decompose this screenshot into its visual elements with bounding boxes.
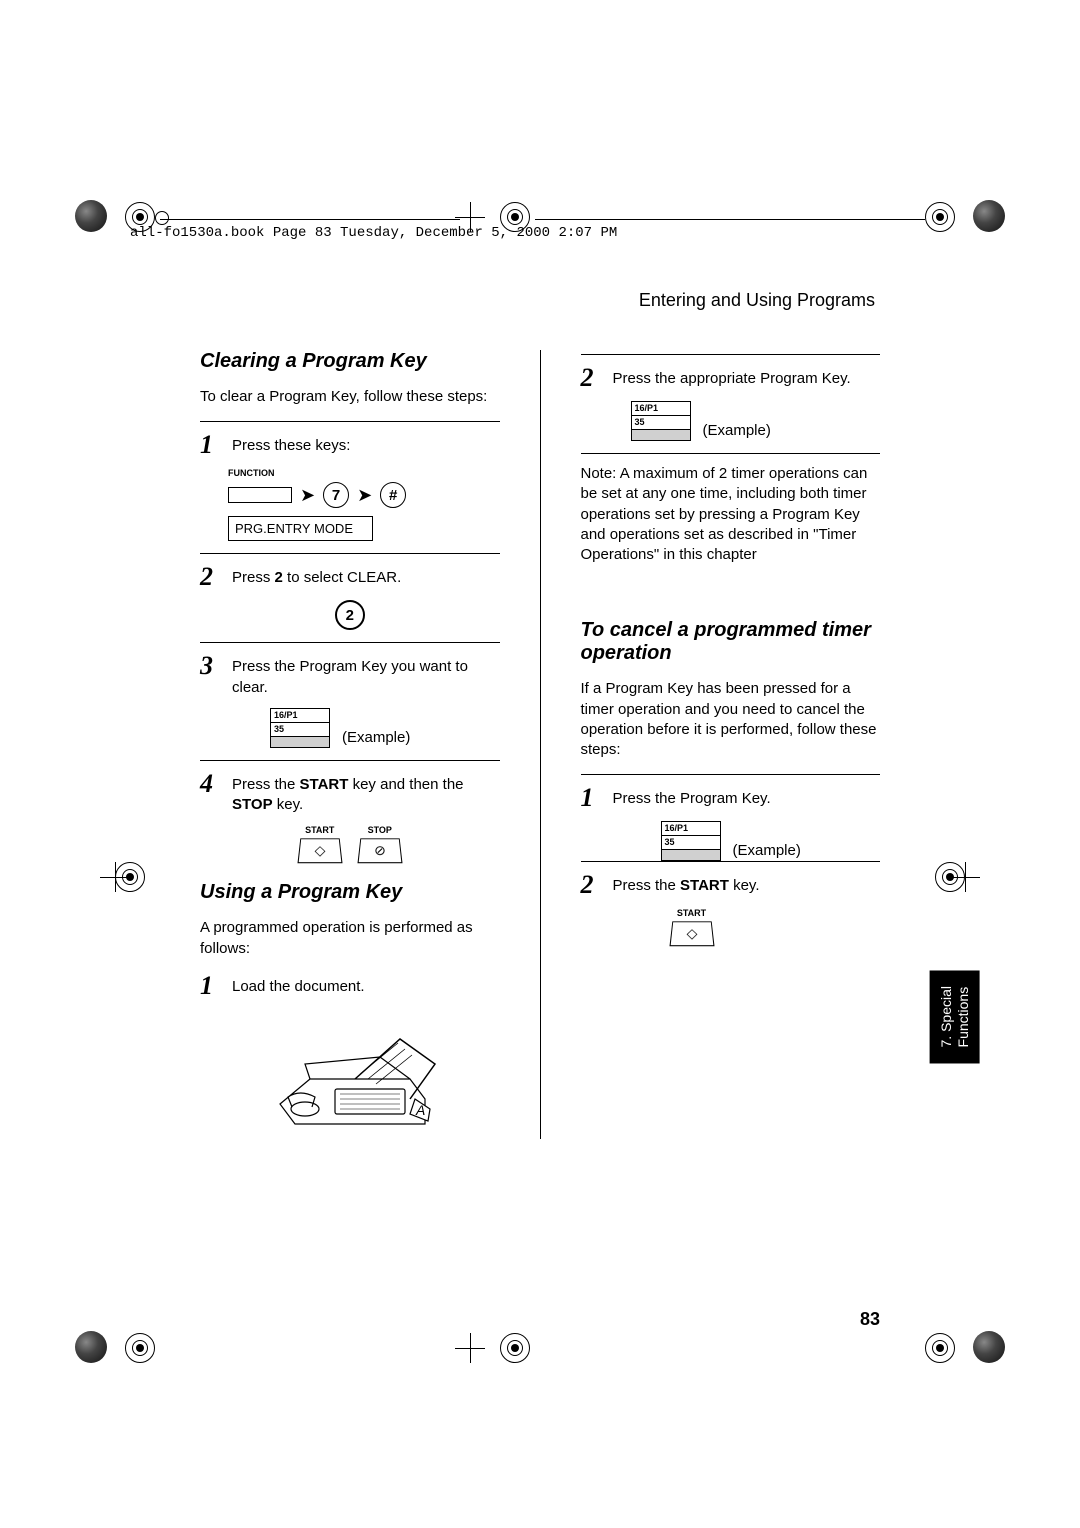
key-2-icon: 2 <box>335 600 365 630</box>
cancel-heading: To cancel a programmed timer operation <box>581 619 881 665</box>
fax-machine-illustration: A <box>260 1009 440 1139</box>
registration-disc <box>75 200 107 232</box>
stop-key-icon: STOP ⊘ <box>359 825 401 863</box>
using-intro: A programmed operation is performed as f… <box>200 918 500 959</box>
registration-disc <box>75 1331 107 1363</box>
arrow-icon: ➤ <box>300 485 315 506</box>
svg-text:A: A <box>415 1102 425 1118</box>
step-number: 2 <box>581 365 603 391</box>
left-column: Clearing a Program Key To clear a Progra… <box>200 350 500 1139</box>
step-number: 4 <box>200 771 222 797</box>
step-4: 4 Press the START key and then the STOP … <box>200 771 500 816</box>
start-key-icon: START ◇ <box>299 825 341 863</box>
step-number: 3 <box>200 653 222 679</box>
key-hash-icon: # <box>380 482 406 508</box>
step-text: Press 2 to select CLEAR. <box>232 564 500 588</box>
key-sequence: ➤ 7 ➤ # <box>228 482 500 508</box>
using-step-1: 1 Load the document. <box>200 973 500 999</box>
example-label: (Example) <box>703 422 771 441</box>
example-label: (Example) <box>733 842 801 861</box>
step-text: Press the Program Key. <box>613 785 881 809</box>
arrow-icon: ➤ <box>357 485 372 506</box>
function-key-label: FUNCTION <box>228 468 500 478</box>
crop-header: all-fo1530a.book Page 83 Tuesday, Decemb… <box>130 225 617 241</box>
step-2: 2 Press 2 to select CLEAR. <box>200 564 500 590</box>
page-number: 83 <box>860 1309 880 1330</box>
timer-note: Note: A maximum of 2 timer operations ca… <box>581 464 881 565</box>
step-text: Press the START key. <box>613 872 881 896</box>
registration-disc <box>973 1331 1005 1363</box>
cancel-step-1: 1 Press the Program Key. <box>581 785 881 811</box>
program-key-display: 16/P1 35 <box>270 708 330 748</box>
column-divider <box>540 350 541 1139</box>
step-number: 1 <box>581 785 603 811</box>
section-header: Entering and Using Programs <box>639 290 875 311</box>
function-key-icon <box>228 487 292 503</box>
key-7-icon: 7 <box>323 482 349 508</box>
cancel-intro: If a Program Key has been pressed for a … <box>581 679 881 760</box>
lcd-display: PRG.ENTRY MODE <box>228 516 373 541</box>
step-text: Press these keys: <box>232 432 500 456</box>
step-number: 1 <box>200 973 222 999</box>
start-key-icon: START ◇ <box>671 908 713 946</box>
step-number: 1 <box>200 432 222 458</box>
cancel-step-2: 2 Press the START key. <box>581 872 881 898</box>
chapter-tab: 7. SpecialFunctions <box>930 970 980 1063</box>
clearing-intro: To clear a Program Key, follow these ste… <box>200 387 500 407</box>
program-key-display: 16/P1 35 <box>661 821 721 861</box>
step-text: Press the START key and then the STOP ke… <box>232 771 500 816</box>
step-number: 2 <box>581 872 603 898</box>
step-text: Load the document. <box>232 973 500 997</box>
step-3: 3 Press the Program Key you want to clea… <box>200 653 500 698</box>
clearing-heading: Clearing a Program Key <box>200 350 500 373</box>
step-text: Press the appropriate Program Key. <box>613 365 881 389</box>
step-1: 1 Press these keys: <box>200 432 500 458</box>
right-column: 2 Press the appropriate Program Key. 16/… <box>581 350 881 1139</box>
program-key-display: 16/P1 35 <box>631 401 691 441</box>
example-label: (Example) <box>342 729 410 748</box>
right-step-2: 2 Press the appropriate Program Key. <box>581 365 881 391</box>
using-heading: Using a Program Key <box>200 881 500 904</box>
step-number: 2 <box>200 564 222 590</box>
registration-disc <box>973 200 1005 232</box>
step-text: Press the Program Key you want to clear. <box>232 653 500 698</box>
